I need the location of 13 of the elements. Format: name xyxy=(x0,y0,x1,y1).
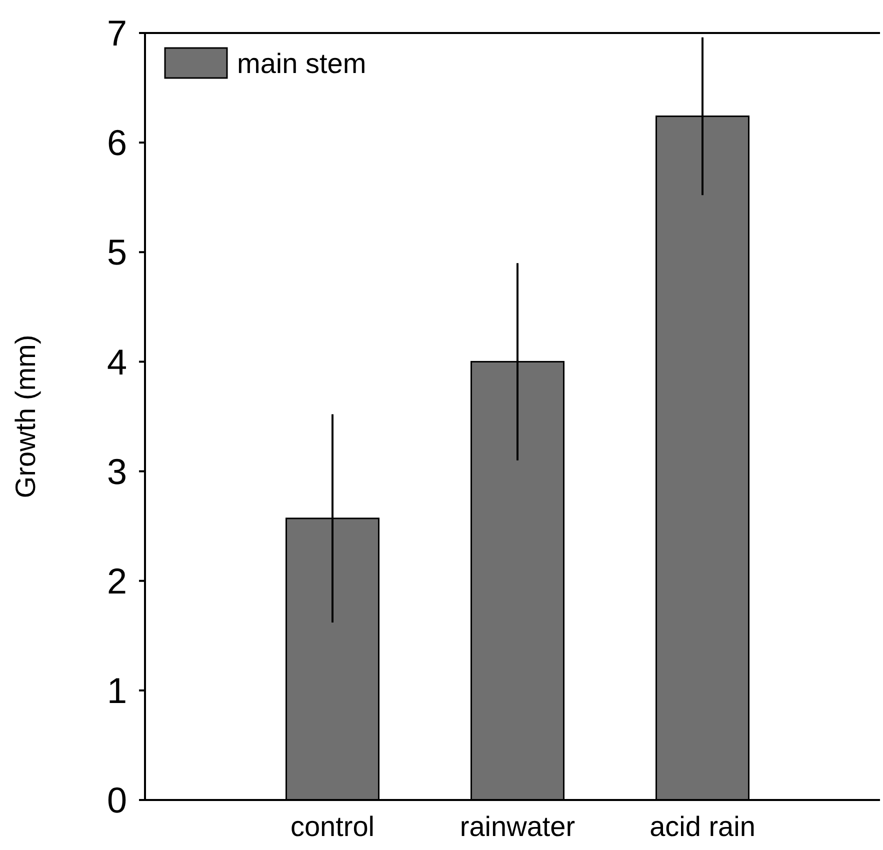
y-tick-label: 3 xyxy=(106,450,127,492)
y-axis-title: Growth (mm) xyxy=(10,334,41,498)
y-tick-label: 0 xyxy=(106,780,127,821)
legend-label: main stem xyxy=(237,48,366,79)
x-tick-label: acid rain xyxy=(650,811,756,842)
y-tick-label: 2 xyxy=(106,560,127,602)
y-tick-label: 5 xyxy=(106,232,127,273)
x-tick-label: control xyxy=(290,811,375,842)
y-tick-label: 7 xyxy=(106,12,127,54)
y-tick-label: 6 xyxy=(106,122,127,164)
y-tick-label: 1 xyxy=(106,670,127,712)
x-tick-label: rainwater xyxy=(460,811,576,842)
y-tick-label: 4 xyxy=(106,341,127,382)
